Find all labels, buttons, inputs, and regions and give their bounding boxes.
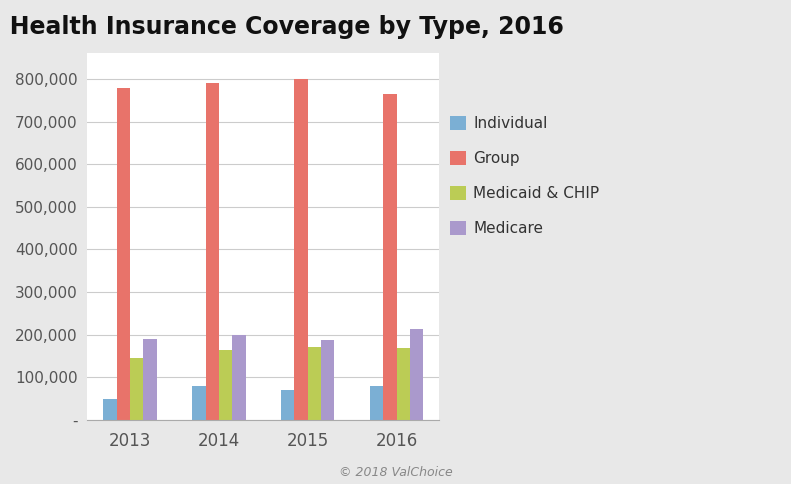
Bar: [219, 350, 233, 420]
Bar: [117, 88, 130, 420]
Bar: [143, 339, 157, 420]
Bar: [383, 94, 396, 420]
Title: NH Health Insurance Coverage by Type, 2016: NH Health Insurance Coverage by Type, 20…: [0, 15, 564, 39]
Bar: [410, 329, 423, 420]
Bar: [396, 348, 410, 420]
Bar: [321, 340, 335, 420]
Bar: [281, 390, 294, 420]
Bar: [308, 348, 321, 420]
Bar: [206, 83, 219, 420]
Bar: [104, 398, 117, 420]
Text: © 2018 ValChoice: © 2018 ValChoice: [339, 466, 452, 479]
Bar: [130, 358, 143, 420]
Bar: [370, 386, 383, 420]
Bar: [233, 334, 245, 420]
Bar: [294, 79, 308, 420]
Legend: Individual, Group, Medicaid & CHIP, Medicare: Individual, Group, Medicaid & CHIP, Medi…: [450, 116, 600, 236]
Bar: [192, 386, 206, 420]
